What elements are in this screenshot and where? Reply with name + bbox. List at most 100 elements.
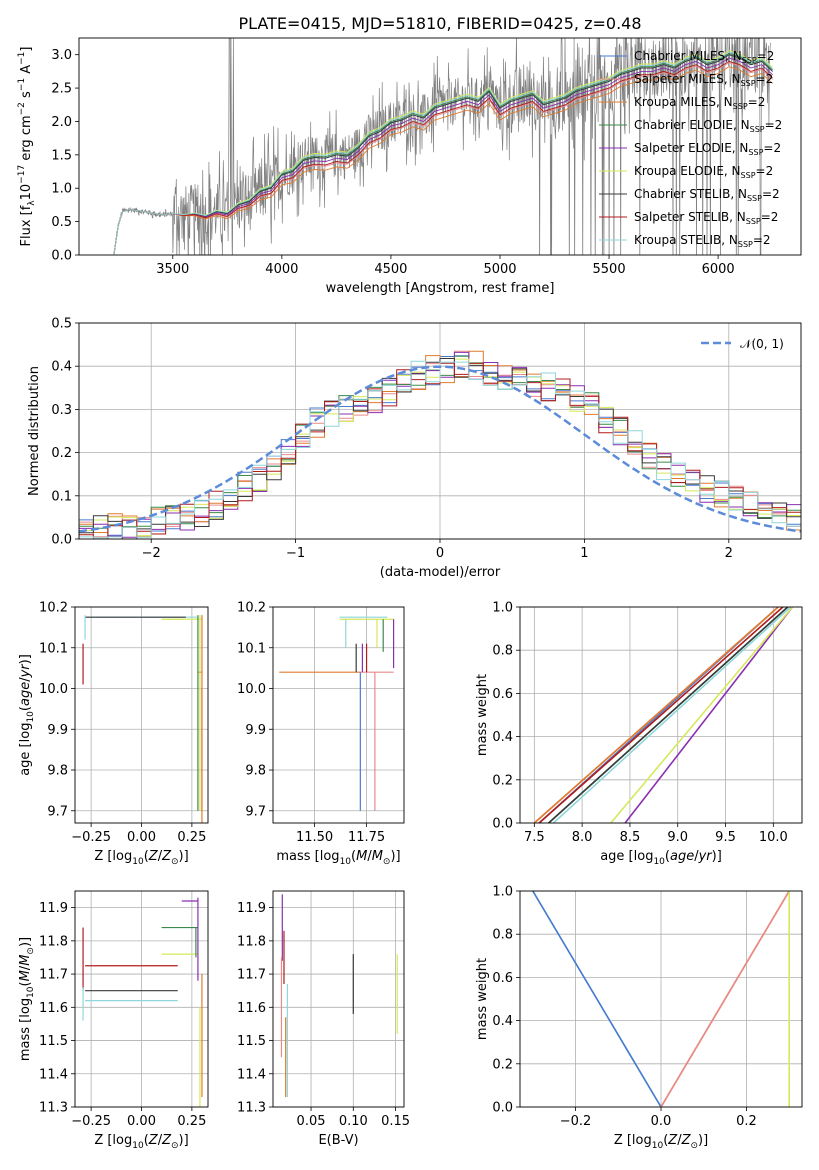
x-tick-label: 8.5 bbox=[620, 830, 641, 845]
legend: Chabrier MILES, NSSP=2 Salpeter MILES, NS… bbox=[599, 49, 782, 249]
y-tick-label: 9.8 bbox=[47, 764, 68, 779]
y-tick-label: 0.0 bbox=[51, 249, 72, 264]
legend-entry: Kroupa ELODIE, NSSP=2 bbox=[634, 164, 773, 180]
x-tick-label: 9.5 bbox=[715, 830, 736, 845]
plot-area bbox=[82, 615, 203, 823]
y-tick-label: 1.0 bbox=[492, 601, 513, 616]
y-tick-label: 0.0 bbox=[51, 533, 72, 548]
cumulative-weight-line bbox=[533, 607, 779, 823]
cumulative-weight-line bbox=[538, 607, 784, 823]
cumulative-weight-line bbox=[532, 891, 662, 1107]
legend-entry: 𝒩(0, 1) bbox=[740, 337, 784, 351]
y-tick-label: 11.7 bbox=[39, 968, 68, 983]
mass-vs-metallicity-panel: −0.25 0.00 0.25 11.3 11.4 11.5 11.6 11.7 11.8 11.… bbox=[18, 890, 209, 1151]
y-tick-label: 0.4 bbox=[492, 1014, 513, 1029]
legend: 𝒩(0, 1) bbox=[701, 337, 784, 351]
y-tick-label: 0.8 bbox=[492, 928, 513, 943]
histogram-step bbox=[79, 360, 801, 539]
y-tick-label: 11.6 bbox=[39, 1001, 68, 1016]
legend-entry: Salpeter MILES, NSSP=2 bbox=[634, 72, 773, 88]
y-tick-label: 0.2 bbox=[51, 446, 72, 461]
x-tick-label: 0.0 bbox=[651, 1114, 672, 1129]
model-spectrum-line bbox=[107, 54, 773, 255]
axes-frame bbox=[519, 606, 803, 824]
cumulative-weight-line bbox=[610, 607, 794, 823]
y-tick-label: 1.5 bbox=[51, 148, 72, 163]
x-axis-label: wavelength [Angstrom, rest frame] bbox=[326, 281, 555, 296]
legend-entry: Salpeter STELIB, NSSP=2 bbox=[634, 210, 778, 226]
data-spectrum-line bbox=[113, 38, 771, 255]
y-tick-label: 0.6 bbox=[492, 971, 513, 986]
y-tick-label: 10.0 bbox=[237, 682, 266, 697]
y-tick-label: 10.1 bbox=[39, 641, 68, 656]
x-tick-label: 0.2 bbox=[736, 1114, 757, 1129]
x-tick-label: 6000 bbox=[702, 262, 735, 277]
y-tick-label: 11.8 bbox=[39, 934, 68, 949]
y-tick-label: 11.3 bbox=[237, 1101, 266, 1116]
legend-entry: Kroupa MILES, NSSP=2 bbox=[634, 95, 765, 111]
model-spectrum-line bbox=[107, 66, 773, 255]
y-tick-label: 9.8 bbox=[245, 764, 266, 779]
y-tick-label: 0.5 bbox=[51, 215, 72, 230]
y-tick-label: 0.3 bbox=[51, 403, 72, 418]
x-tick-label: 4500 bbox=[374, 262, 407, 277]
x-tick-label: 0 bbox=[436, 546, 444, 561]
axes-frame bbox=[78, 37, 802, 256]
legend-entry: Kroupa STELIB, NSSP=2 bbox=[634, 233, 771, 249]
cumulative-weight-line bbox=[552, 607, 792, 823]
x-axis-label: E(B-V) bbox=[318, 1133, 358, 1148]
legend-entry: Chabrier MILES, NSSP=2 bbox=[634, 49, 774, 65]
x-tick-label: −2 bbox=[142, 546, 161, 561]
y-tick-label: 9.7 bbox=[47, 804, 68, 819]
y-tick-label: 11.9 bbox=[237, 901, 266, 916]
y-axis-label: Normed distribution bbox=[27, 366, 42, 496]
axes-frame bbox=[74, 890, 209, 1108]
y-tick-label: 11.4 bbox=[39, 1067, 68, 1082]
y-tick-label: 11.3 bbox=[39, 1101, 68, 1116]
x-tick-label: 4000 bbox=[265, 262, 298, 277]
x-tick-label: −0.2 bbox=[560, 1114, 592, 1129]
y-tick-label: 0.0 bbox=[492, 817, 513, 832]
y-tick-label: 1.0 bbox=[51, 182, 72, 197]
age-vs-metallicity-panel: −0.25 0.00 0.25 9.7 9.8 9.9 10.0 10.1 10.2 Z [log… bbox=[18, 601, 209, 867]
y-tick-label: 3.0 bbox=[51, 48, 72, 63]
y-tick-label: 11.5 bbox=[237, 1034, 266, 1049]
mass-weight-vs-age-panel: 7.5 8.0 8.5 9.0 9.5 10.0 0.0 0.2 0.4 0.6 0.8 1.0 age… bbox=[475, 601, 803, 867]
x-tick-label: 0.00 bbox=[127, 1114, 156, 1129]
cumulative-weight-line bbox=[548, 607, 789, 823]
x-tick-label: 0.25 bbox=[177, 830, 206, 845]
y-tick-label: 11.4 bbox=[237, 1067, 266, 1082]
x-axis-label: (data-model)/error bbox=[380, 565, 501, 580]
y-tick-label: 0.8 bbox=[492, 644, 513, 659]
axes-frame bbox=[519, 890, 803, 1108]
y-tick-label: 11.9 bbox=[39, 901, 68, 916]
y-tick-label: 2.0 bbox=[51, 115, 72, 130]
x-tick-label: 0.05 bbox=[297, 1114, 326, 1129]
y-tick-label: 9.7 bbox=[245, 804, 266, 819]
axes-frame bbox=[272, 606, 405, 824]
mass-weight-vs-metallicity-panel: −0.2 0.0 0.2 0.0 0.2 0.4 0.6 0.8 1.0 Z [log10(Z/Z… bbox=[475, 885, 803, 1151]
residuals-panel: −2 −1 0 1 2 0.0 0.1 0.2 0.3 0.4 0.5 (data-model)/er… bbox=[27, 317, 802, 580]
cumulative-weight-line bbox=[660, 891, 790, 1107]
x-tick-label: −0.25 bbox=[71, 1114, 111, 1129]
x-tick-label: 1 bbox=[580, 546, 588, 561]
y-tick-label: 2.5 bbox=[51, 82, 72, 97]
age-vs-mass-panel: 11.50 11.75 9.7 9.8 9.9 10.0 10.1 10.2 mass [log… bbox=[237, 601, 405, 867]
x-tick-label: 3500 bbox=[156, 262, 189, 277]
plot-area bbox=[82, 897, 203, 1107]
plot-area bbox=[279, 616, 395, 811]
plot-area bbox=[280, 894, 398, 1098]
axes-frame bbox=[272, 890, 405, 1108]
x-tick-label: 2 bbox=[725, 546, 733, 561]
x-tick-label: 5500 bbox=[593, 262, 626, 277]
x-axis-label: age [log10(age/yr)] bbox=[600, 849, 722, 867]
y-tick-label: 11.8 bbox=[237, 934, 266, 949]
y-tick-label: 11.7 bbox=[237, 968, 266, 983]
x-tick-label: 11.75 bbox=[348, 830, 385, 845]
x-axis-label: Z [log10(Z/Z⊙)] bbox=[94, 849, 188, 867]
x-tick-label: 7.5 bbox=[524, 830, 545, 845]
model-spectrum-line bbox=[107, 51, 773, 255]
x-tick-label: 9.0 bbox=[667, 830, 688, 845]
x-tick-label: 0.00 bbox=[127, 830, 156, 845]
